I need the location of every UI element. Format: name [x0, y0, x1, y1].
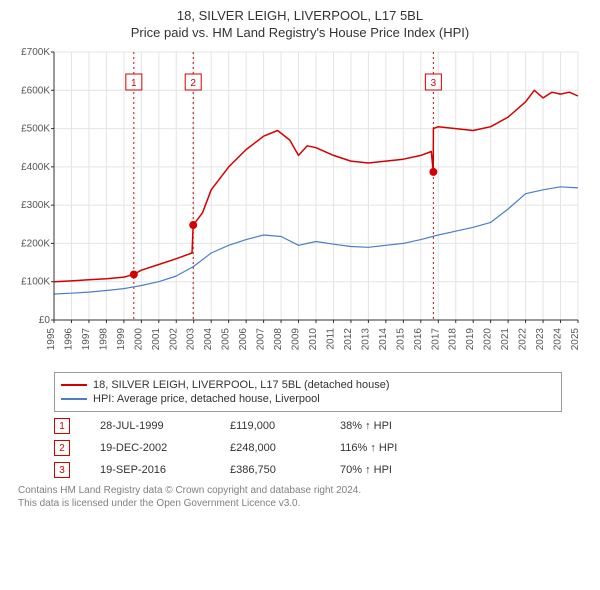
- svg-text:2024: 2024: [553, 328, 564, 351]
- svg-text:2000: 2000: [133, 328, 144, 351]
- svg-text:2010: 2010: [308, 328, 319, 351]
- transaction-delta: 70% ↑ HPI: [340, 464, 420, 476]
- legend-swatch: [61, 398, 87, 400]
- svg-text:1996: 1996: [63, 328, 74, 351]
- legend: 18, SILVER LEIGH, LIVERPOOL, L17 5BL (de…: [54, 372, 562, 412]
- title-subtitle: Price paid vs. HM Land Registry's House …: [8, 25, 592, 40]
- svg-text:2005: 2005: [221, 328, 232, 351]
- svg-text:£0: £0: [39, 315, 51, 326]
- transaction-marker: 3: [54, 462, 70, 478]
- svg-text:2015: 2015: [395, 328, 406, 351]
- svg-text:2011: 2011: [325, 328, 336, 350]
- svg-text:2003: 2003: [186, 328, 197, 351]
- chart: £0 £100K £200K £300K £400K £500K £600K £700K 199…: [8, 46, 592, 366]
- transaction-row: 1 28-JUL-1999 £119,000 38% ↑ HPI: [54, 418, 562, 434]
- svg-text:2: 2: [190, 78, 196, 89]
- svg-text:1: 1: [131, 78, 137, 89]
- title-address: 18, SILVER LEIGH, LIVERPOOL, L17 5BL: [8, 8, 592, 23]
- transaction-date: 28-JUL-1999: [100, 420, 200, 432]
- transaction-marker: 1: [54, 418, 70, 434]
- svg-text:2019: 2019: [465, 328, 476, 351]
- transaction-date: 19-DEC-2002: [100, 442, 200, 454]
- svg-text:2008: 2008: [273, 328, 284, 351]
- footer-line2: This data is licensed under the Open Gov…: [18, 497, 582, 510]
- footer: Contains HM Land Registry data © Crown c…: [18, 484, 582, 510]
- svg-text:2018: 2018: [448, 328, 459, 351]
- svg-text:1999: 1999: [116, 328, 127, 351]
- svg-text:2002: 2002: [168, 328, 179, 351]
- svg-text:2025: 2025: [570, 328, 581, 351]
- title-block: 18, SILVER LEIGH, LIVERPOOL, L17 5BL Pri…: [8, 8, 592, 40]
- transaction-row: 2 19-DEC-2002 £248,000 116% ↑ HPI: [54, 440, 562, 456]
- transaction-delta: 116% ↑ HPI: [340, 442, 420, 454]
- svg-text:£300K: £300K: [21, 200, 50, 211]
- transaction-price: £386,750: [230, 464, 310, 476]
- svg-text:2023: 2023: [535, 328, 546, 351]
- svg-text:2012: 2012: [343, 328, 354, 351]
- svg-text:1995: 1995: [46, 328, 57, 351]
- svg-text:2004: 2004: [203, 328, 214, 351]
- transaction-marker: 2: [54, 440, 70, 456]
- svg-text:1998: 1998: [98, 328, 109, 351]
- svg-text:3: 3: [431, 78, 437, 89]
- svg-text:2007: 2007: [256, 328, 267, 351]
- transaction-row: 3 19-SEP-2016 £386,750 70% ↑ HPI: [54, 462, 562, 478]
- legend-label: 18, SILVER LEIGH, LIVERPOOL, L17 5BL (de…: [93, 379, 390, 391]
- svg-text:2009: 2009: [291, 328, 302, 351]
- svg-text:£400K: £400K: [21, 162, 50, 173]
- svg-text:2001: 2001: [151, 328, 162, 351]
- legend-item: 18, SILVER LEIGH, LIVERPOOL, L17 5BL (de…: [61, 379, 555, 391]
- svg-text:2021: 2021: [500, 328, 511, 351]
- svg-text:2016: 2016: [413, 328, 424, 351]
- svg-text:2006: 2006: [238, 328, 249, 351]
- svg-text:£100K: £100K: [21, 277, 50, 288]
- svg-text:2017: 2017: [430, 328, 441, 351]
- footer-line1: Contains HM Land Registry data © Crown c…: [18, 484, 582, 497]
- legend-label: HPI: Average price, detached house, Live…: [93, 393, 320, 405]
- legend-item: HPI: Average price, detached house, Live…: [61, 393, 555, 405]
- svg-text:2013: 2013: [360, 328, 371, 351]
- transaction-delta: 38% ↑ HPI: [340, 420, 420, 432]
- legend-swatch: [61, 384, 87, 386]
- svg-text:£200K: £200K: [21, 238, 50, 249]
- transaction-price: £119,000: [230, 420, 310, 432]
- svg-text:1997: 1997: [81, 328, 92, 351]
- svg-text:£500K: £500K: [21, 124, 50, 135]
- transaction-date: 19-SEP-2016: [100, 464, 200, 476]
- transactions-table: 1 28-JUL-1999 £119,000 38% ↑ HPI 2 19-DEC-200…: [54, 418, 562, 478]
- transaction-price: £248,000: [230, 442, 310, 454]
- svg-text:2020: 2020: [483, 328, 494, 351]
- svg-text:£600K: £600K: [21, 85, 50, 96]
- chart-svg: £0 £100K £200K £300K £400K £500K £600K £700K 199…: [8, 46, 592, 366]
- svg-text:2014: 2014: [378, 328, 389, 351]
- svg-text:2022: 2022: [518, 328, 529, 351]
- svg-text:£700K: £700K: [21, 47, 50, 58]
